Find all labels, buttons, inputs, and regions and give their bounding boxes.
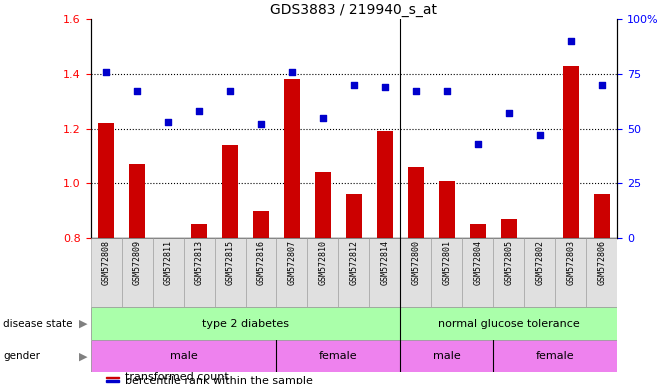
Point: [132, 88, 142, 94]
Bar: [346, 194, 362, 238]
Point: [101, 69, 111, 75]
Point: [287, 69, 297, 75]
Bar: [401, 340, 493, 372]
Text: GSM572814: GSM572814: [380, 240, 389, 285]
Point: [225, 88, 236, 94]
Bar: [462, 238, 493, 307]
Point: [349, 82, 360, 88]
Bar: [276, 340, 401, 372]
Bar: [276, 238, 307, 307]
Text: male: male: [170, 351, 197, 361]
Text: GSM572807: GSM572807: [287, 240, 297, 285]
Text: GSM572810: GSM572810: [319, 240, 327, 285]
Text: GSM572800: GSM572800: [411, 240, 421, 285]
Bar: [338, 238, 370, 307]
Text: GSM572809: GSM572809: [133, 240, 142, 285]
Bar: [285, 79, 300, 238]
Bar: [401, 307, 617, 340]
Text: GSM572813: GSM572813: [195, 240, 203, 285]
Text: GSM572805: GSM572805: [505, 240, 513, 285]
Point: [503, 110, 514, 116]
Bar: [315, 172, 331, 238]
Text: GSM572816: GSM572816: [256, 240, 266, 285]
Text: GSM572802: GSM572802: [535, 240, 544, 285]
Text: GSM572804: GSM572804: [473, 240, 482, 285]
Point: [411, 88, 421, 94]
Bar: [401, 238, 431, 307]
Point: [472, 141, 483, 147]
Bar: [91, 340, 276, 372]
Text: gender: gender: [3, 351, 40, 361]
Bar: [408, 167, 423, 238]
Bar: [215, 238, 246, 307]
Point: [256, 121, 266, 127]
Bar: [130, 164, 145, 238]
Bar: [99, 123, 114, 238]
Text: female: female: [536, 351, 574, 361]
Text: disease state: disease state: [3, 318, 73, 329]
Point: [194, 108, 205, 114]
Text: type 2 diabetes: type 2 diabetes: [202, 318, 289, 329]
Bar: [586, 238, 617, 307]
Bar: [377, 131, 393, 238]
Bar: [107, 381, 119, 382]
Text: GSM572808: GSM572808: [101, 240, 111, 285]
Text: GSM572815: GSM572815: [225, 240, 235, 285]
Bar: [594, 194, 609, 238]
Bar: [439, 180, 455, 238]
Point: [566, 38, 576, 44]
Bar: [493, 238, 524, 307]
Bar: [431, 238, 462, 307]
Text: female: female: [319, 351, 358, 361]
Bar: [184, 238, 215, 307]
Bar: [307, 238, 338, 307]
Bar: [107, 377, 119, 378]
Text: GSM572812: GSM572812: [350, 240, 358, 285]
Bar: [246, 238, 276, 307]
Bar: [493, 340, 617, 372]
Bar: [253, 211, 269, 238]
Point: [442, 88, 452, 94]
Bar: [470, 224, 486, 238]
Title: GDS3883 / 219940_s_at: GDS3883 / 219940_s_at: [270, 3, 437, 17]
Text: normal glucose tolerance: normal glucose tolerance: [438, 318, 580, 329]
Text: transformed count: transformed count: [125, 372, 229, 382]
Point: [317, 114, 328, 121]
Bar: [501, 219, 517, 238]
Text: GSM572811: GSM572811: [164, 240, 172, 285]
Text: ▶: ▶: [79, 351, 87, 361]
Point: [162, 119, 173, 125]
Bar: [563, 66, 578, 238]
Bar: [222, 145, 238, 238]
Text: male: male: [433, 351, 461, 361]
Bar: [556, 238, 586, 307]
Point: [535, 132, 546, 138]
Text: GSM572803: GSM572803: [566, 240, 575, 285]
Text: GSM572801: GSM572801: [442, 240, 452, 285]
Bar: [524, 238, 556, 307]
Text: ▶: ▶: [79, 318, 87, 329]
Point: [380, 84, 391, 90]
Bar: [370, 238, 401, 307]
Bar: [121, 238, 152, 307]
Bar: [191, 224, 207, 238]
Text: GSM572806: GSM572806: [597, 240, 607, 285]
Text: percentile rank within the sample: percentile rank within the sample: [125, 376, 313, 384]
Bar: [91, 238, 121, 307]
Bar: [91, 307, 401, 340]
Point: [597, 82, 607, 88]
Bar: [152, 238, 184, 307]
